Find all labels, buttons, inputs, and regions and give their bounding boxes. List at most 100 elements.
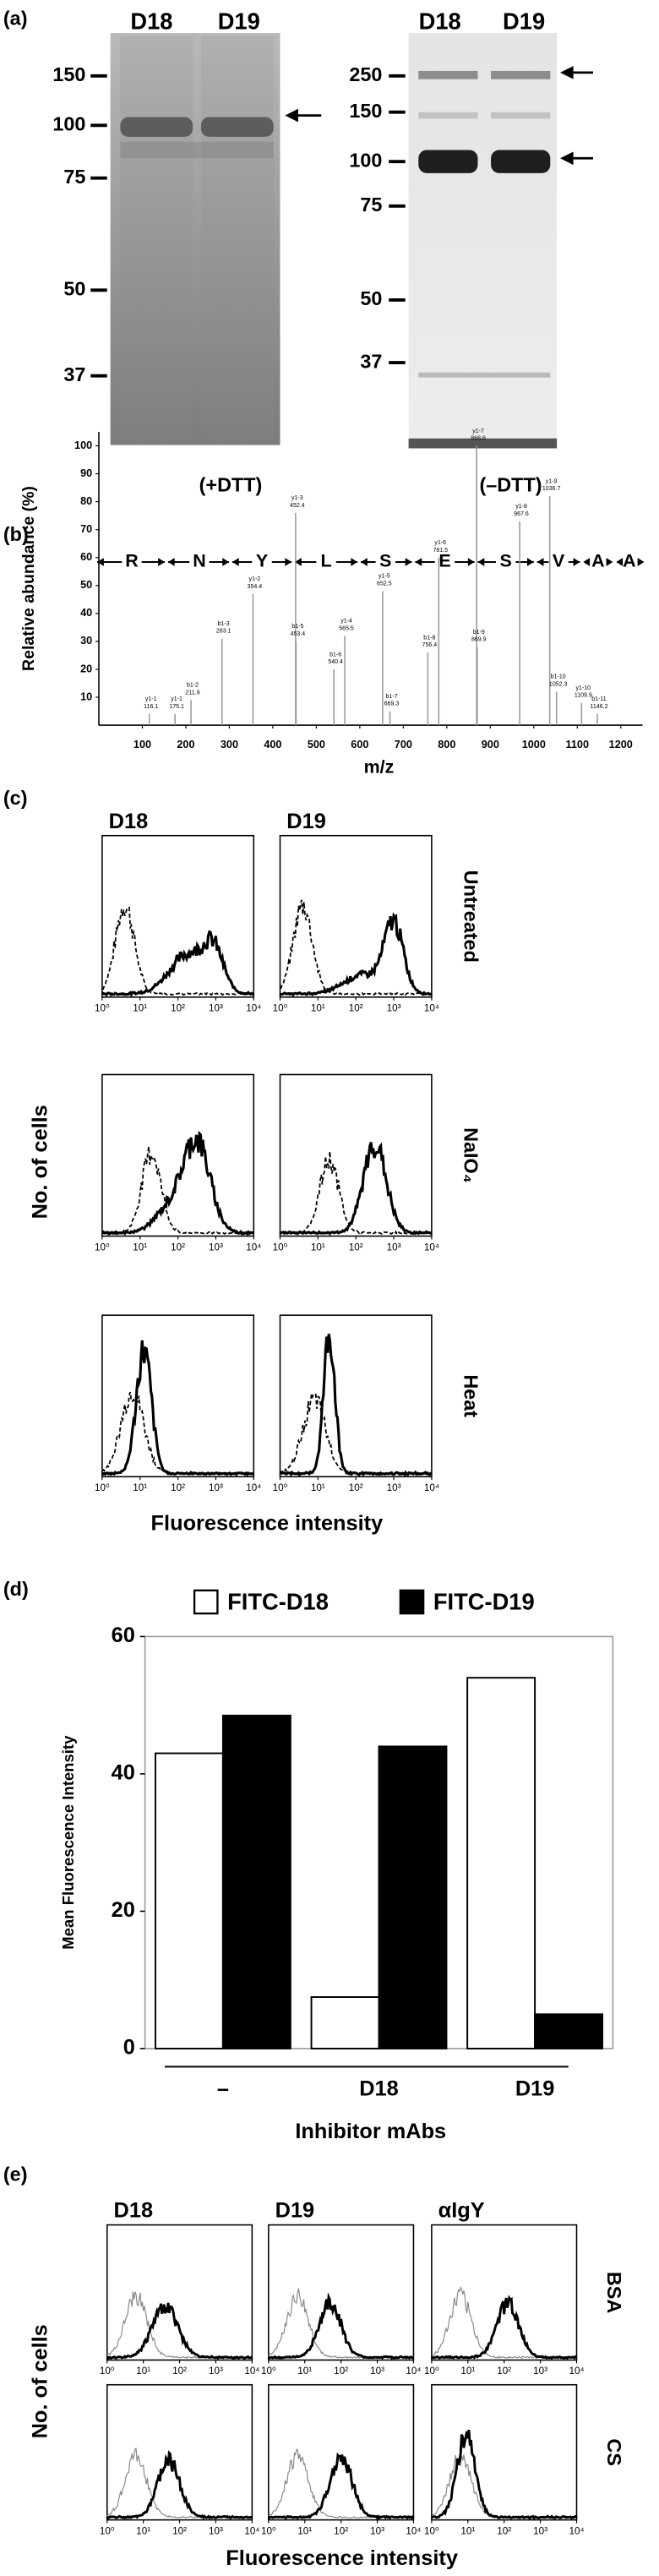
gel-band <box>491 150 551 173</box>
row-label: CS <box>603 2438 625 2466</box>
x-tick-label: 10³ <box>209 1242 223 1253</box>
x-tick-label: 10² <box>334 2366 348 2377</box>
peak-mz-label: 283.1 <box>216 629 231 635</box>
histogram-frame <box>431 2383 578 2521</box>
x-tick-label: 1000 <box>522 739 546 750</box>
y-axis-label: Relative abundance (%) <box>19 486 38 671</box>
x-tick-label: 10⁴ <box>424 1242 439 1253</box>
arrow-head <box>97 558 104 566</box>
y-tick-label: 20 <box>80 663 92 674</box>
gel-band <box>200 117 274 137</box>
x-tick-label: 10⁰ <box>273 1003 288 1014</box>
histogram-frame <box>101 834 255 998</box>
gel-band <box>418 150 478 173</box>
x-tick-label: 10¹ <box>133 1242 147 1253</box>
arrow-head <box>527 558 534 566</box>
marker-label: 75 <box>360 194 382 216</box>
x-tick-label: 10² <box>349 1482 363 1493</box>
gel-lane <box>200 35 274 442</box>
gel-band <box>418 70 478 79</box>
arrow-head <box>231 558 239 566</box>
histogram-curve <box>101 1391 254 1476</box>
x-tick-label: 10³ <box>533 2525 547 2536</box>
peak-ion-label: y1-10 <box>576 685 591 691</box>
y-tick-label: 90 <box>80 467 92 479</box>
x-tick-label: 10² <box>497 2525 511 2536</box>
x-tick-label: 10² <box>172 2366 187 2377</box>
legend-swatch <box>193 1589 219 1615</box>
peak-ion-label: y1-5 <box>379 574 390 580</box>
peak-mz-label: 1052.3 <box>549 681 568 687</box>
arrow-head <box>285 108 298 123</box>
x-tick-label: 10¹ <box>460 2366 475 2377</box>
peak-ion-label: y1-1 <box>145 696 157 702</box>
peak-mz-label: 452.4 <box>290 503 305 509</box>
condition-label: (+DTT) <box>199 474 263 496</box>
x-tick-label: 10⁰ <box>424 2525 439 2536</box>
histogram-curve <box>268 2292 414 2360</box>
x-tick-label: 10¹ <box>311 1482 325 1493</box>
x-tick-label: 10² <box>171 1003 185 1014</box>
gel-smear <box>120 141 274 159</box>
histogram-frame <box>268 2383 415 2521</box>
peak-ion-label: y1-6 <box>434 540 446 546</box>
x-tick-label: 10⁴ <box>244 2525 259 2536</box>
histogram-curve <box>106 2450 253 2520</box>
peak-ion-label: b1-10 <box>551 674 566 680</box>
histogram-curve <box>106 2302 253 2360</box>
y-tick-label: 40 <box>80 607 92 619</box>
legend-label: FITC-D19 <box>433 1589 535 1615</box>
x-tick-label: 10⁰ <box>95 1242 110 1253</box>
arrow-head <box>415 558 422 566</box>
x-tick-label: 10³ <box>209 2525 223 2536</box>
x-tick-label: 10⁴ <box>569 2366 584 2377</box>
column-label: D18 <box>114 2199 154 2223</box>
marker-label: 50 <box>360 287 382 309</box>
lane-label: D19 <box>503 8 545 35</box>
peak-ion-label: y1-3 <box>291 495 303 501</box>
peak-mz-label: 175.1 <box>169 704 184 710</box>
x-tick-label: 10⁴ <box>424 1003 439 1014</box>
x-tick-label: 10¹ <box>311 1242 325 1253</box>
bar <box>466 1677 536 2049</box>
histogram-curve <box>101 930 255 998</box>
x-tick-label: 800 <box>438 739 455 750</box>
histogram-curve <box>431 2285 577 2360</box>
sequence-letter: S <box>499 551 511 571</box>
arrow-head <box>536 558 544 566</box>
x-tick-label: 10³ <box>387 1242 401 1253</box>
peak-mz-label: 868.6 <box>471 436 486 442</box>
marker-label: 100 <box>52 112 85 134</box>
x-tick-label: 10³ <box>209 1003 223 1014</box>
peak-ion-label: b1-3 <box>218 621 230 627</box>
arrow-head <box>637 558 645 566</box>
histogram-curve <box>268 2452 415 2520</box>
panel-label: (c) <box>3 787 28 809</box>
x-tick-label: 400 <box>264 739 281 750</box>
x-tick-label: 10¹ <box>133 1482 147 1493</box>
sequence-letter: R <box>125 551 139 571</box>
bar <box>221 1714 291 2049</box>
peak-mz-label: 116.1 <box>144 704 158 710</box>
histogram-curve <box>431 2429 578 2520</box>
y-tick-label: 80 <box>80 495 92 507</box>
histogram-curve <box>280 899 433 996</box>
marker-label: 150 <box>52 63 85 85</box>
gel-edge <box>408 438 558 449</box>
x-tick-label: 10¹ <box>311 1003 325 1014</box>
arrow-head <box>560 66 574 79</box>
sequence-letter: E <box>438 551 450 571</box>
histogram-frame <box>431 2224 578 2361</box>
histogram-curve <box>101 1146 254 1236</box>
x-tick-label: 10³ <box>370 2366 384 2377</box>
peak-ion-label: b1-2 <box>187 683 199 689</box>
y-tick-label: 20 <box>112 1898 135 1922</box>
histogram-curve <box>279 1393 433 1476</box>
histogram-frame <box>106 2224 253 2361</box>
x-tick-label: 10⁴ <box>246 1482 261 1493</box>
x-tick-label: D19 <box>515 2077 555 2100</box>
x-tick-label: 10⁰ <box>261 2366 276 2377</box>
column-label: D18 <box>109 810 149 833</box>
marker-label: 100 <box>349 149 382 171</box>
